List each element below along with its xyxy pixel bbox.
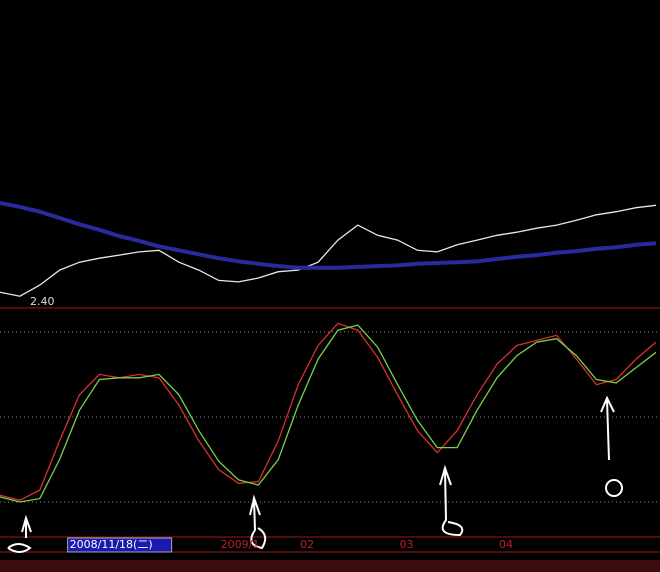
low-price-label: 2.40: [30, 295, 55, 308]
x-tick-label: 03: [400, 538, 414, 551]
hand-circle: [605, 479, 623, 497]
x-tick-label: 2008/11/18(二): [70, 538, 153, 551]
series-line: [0, 324, 657, 503]
series-line: [0, 204, 657, 297]
cursor-date-box: [67, 537, 173, 553]
hand-arrow: [249, 494, 267, 550]
hand-annotations: [7, 395, 623, 553]
series-line: [0, 201, 657, 270]
hand-arrow: [600, 395, 615, 461]
x-tick-label: 02: [300, 538, 314, 551]
status-strip: [0, 560, 660, 572]
x-tick-label: 2009/1: [221, 538, 260, 551]
hand-arrow: [439, 464, 464, 537]
series-line: [0, 322, 657, 501]
x-tick-label: 04: [499, 538, 513, 551]
hand-arrow: [7, 514, 32, 553]
